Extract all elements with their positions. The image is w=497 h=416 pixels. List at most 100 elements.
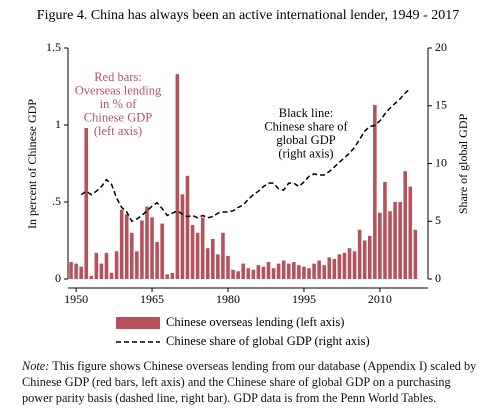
bar bbox=[362, 240, 367, 279]
bar bbox=[327, 257, 332, 279]
bar bbox=[251, 269, 256, 279]
bar bbox=[271, 268, 276, 279]
bar bbox=[383, 181, 387, 279]
bar bbox=[170, 272, 175, 279]
bar bbox=[200, 217, 205, 279]
bar bbox=[312, 263, 316, 279]
bar bbox=[124, 214, 129, 279]
annotation: in % of bbox=[100, 97, 138, 111]
annotation: Red bars: bbox=[94, 70, 142, 84]
bar bbox=[114, 251, 119, 279]
annotation: (right axis) bbox=[278, 146, 333, 160]
bar bbox=[256, 265, 261, 279]
x-tick-label: 1950 bbox=[64, 292, 88, 306]
bar bbox=[190, 225, 195, 279]
bar bbox=[99, 263, 104, 279]
x-tick-label: 1965 bbox=[140, 292, 164, 306]
bar bbox=[403, 171, 408, 279]
bar bbox=[261, 266, 266, 279]
bar bbox=[347, 248, 352, 279]
bar bbox=[150, 217, 154, 279]
x-tick-label: 1995 bbox=[292, 292, 316, 306]
legend-swatch bbox=[116, 317, 160, 329]
bar bbox=[322, 265, 327, 279]
bar bbox=[357, 229, 362, 279]
bar bbox=[388, 211, 392, 279]
bar bbox=[145, 206, 149, 279]
y2-tick-label: 10 bbox=[435, 155, 447, 169]
bar bbox=[281, 260, 286, 279]
bar bbox=[266, 262, 271, 279]
bar bbox=[276, 263, 281, 279]
bar bbox=[398, 202, 402, 279]
note: Note: This figure shows Chinese overseas… bbox=[22, 358, 484, 406]
bar bbox=[94, 252, 99, 279]
bar bbox=[236, 271, 240, 279]
bar bbox=[119, 209, 124, 279]
bar bbox=[246, 268, 251, 279]
bar bbox=[226, 255, 230, 279]
bar bbox=[241, 263, 245, 279]
annotation: Overseas lending bbox=[75, 83, 162, 97]
bar bbox=[104, 252, 109, 279]
annotation: Black line: bbox=[279, 106, 334, 120]
y2-axis-label: Share of global GDP bbox=[456, 114, 470, 215]
bar bbox=[367, 235, 372, 279]
bar bbox=[135, 251, 139, 279]
bar bbox=[155, 242, 159, 279]
bar bbox=[79, 266, 83, 279]
bar bbox=[211, 238, 215, 279]
bar bbox=[140, 220, 144, 279]
y2-tick-label: 20 bbox=[435, 40, 447, 54]
annotation: Chinese share of bbox=[264, 119, 348, 133]
bar bbox=[69, 262, 73, 279]
bar bbox=[180, 194, 185, 279]
bar bbox=[160, 223, 164, 279]
bar bbox=[413, 229, 418, 279]
bar bbox=[317, 260, 321, 279]
bar bbox=[221, 232, 225, 279]
bar bbox=[216, 254, 220, 279]
y2-tick-label: 5 bbox=[435, 213, 441, 227]
x-tick-label: 2010 bbox=[368, 292, 392, 306]
bar bbox=[205, 248, 210, 279]
y-axis-label: In percent of Chinese GDP bbox=[25, 99, 39, 229]
bar bbox=[231, 269, 235, 279]
x-tick-label: 1980 bbox=[216, 292, 240, 306]
bar bbox=[302, 266, 306, 279]
bar bbox=[337, 254, 342, 279]
bar bbox=[378, 212, 382, 279]
annotation: (left axis) bbox=[94, 124, 142, 138]
bar bbox=[332, 258, 337, 279]
annotation: Chinese GDP bbox=[84, 110, 152, 124]
line bbox=[80, 87, 411, 223]
bar bbox=[373, 104, 377, 279]
bar bbox=[84, 128, 89, 279]
bar bbox=[165, 274, 170, 279]
bar bbox=[185, 175, 190, 279]
note-text: This figure shows Chinese overseas lendi… bbox=[22, 359, 477, 405]
y2-tick-label: 15 bbox=[435, 98, 447, 112]
bar bbox=[175, 74, 180, 280]
annotation: global GDP bbox=[276, 133, 335, 147]
y2-tick-label: 0 bbox=[435, 271, 441, 285]
bar bbox=[129, 232, 134, 279]
bar bbox=[89, 275, 94, 279]
legend-label: Chinese overseas lending (left axis) bbox=[166, 315, 344, 329]
bar bbox=[195, 232, 200, 279]
bar bbox=[342, 252, 347, 279]
y-tick-label: 1 bbox=[55, 117, 61, 131]
y-tick-label: .5 bbox=[52, 194, 61, 208]
y-tick-label: 1.5 bbox=[46, 40, 61, 54]
bar bbox=[109, 272, 114, 279]
note-label: Note: bbox=[22, 359, 50, 373]
bar bbox=[292, 262, 296, 279]
chart-title: Figure 4. China has always been an activ… bbox=[37, 8, 459, 23]
chart: Figure 4. China has always been an activ… bbox=[25, 8, 470, 348]
bar bbox=[307, 268, 311, 279]
bar bbox=[74, 263, 78, 279]
bar bbox=[408, 186, 413, 279]
legend-label: Chinese share of global GDP (right axis) bbox=[166, 334, 370, 348]
bar bbox=[393, 202, 397, 279]
